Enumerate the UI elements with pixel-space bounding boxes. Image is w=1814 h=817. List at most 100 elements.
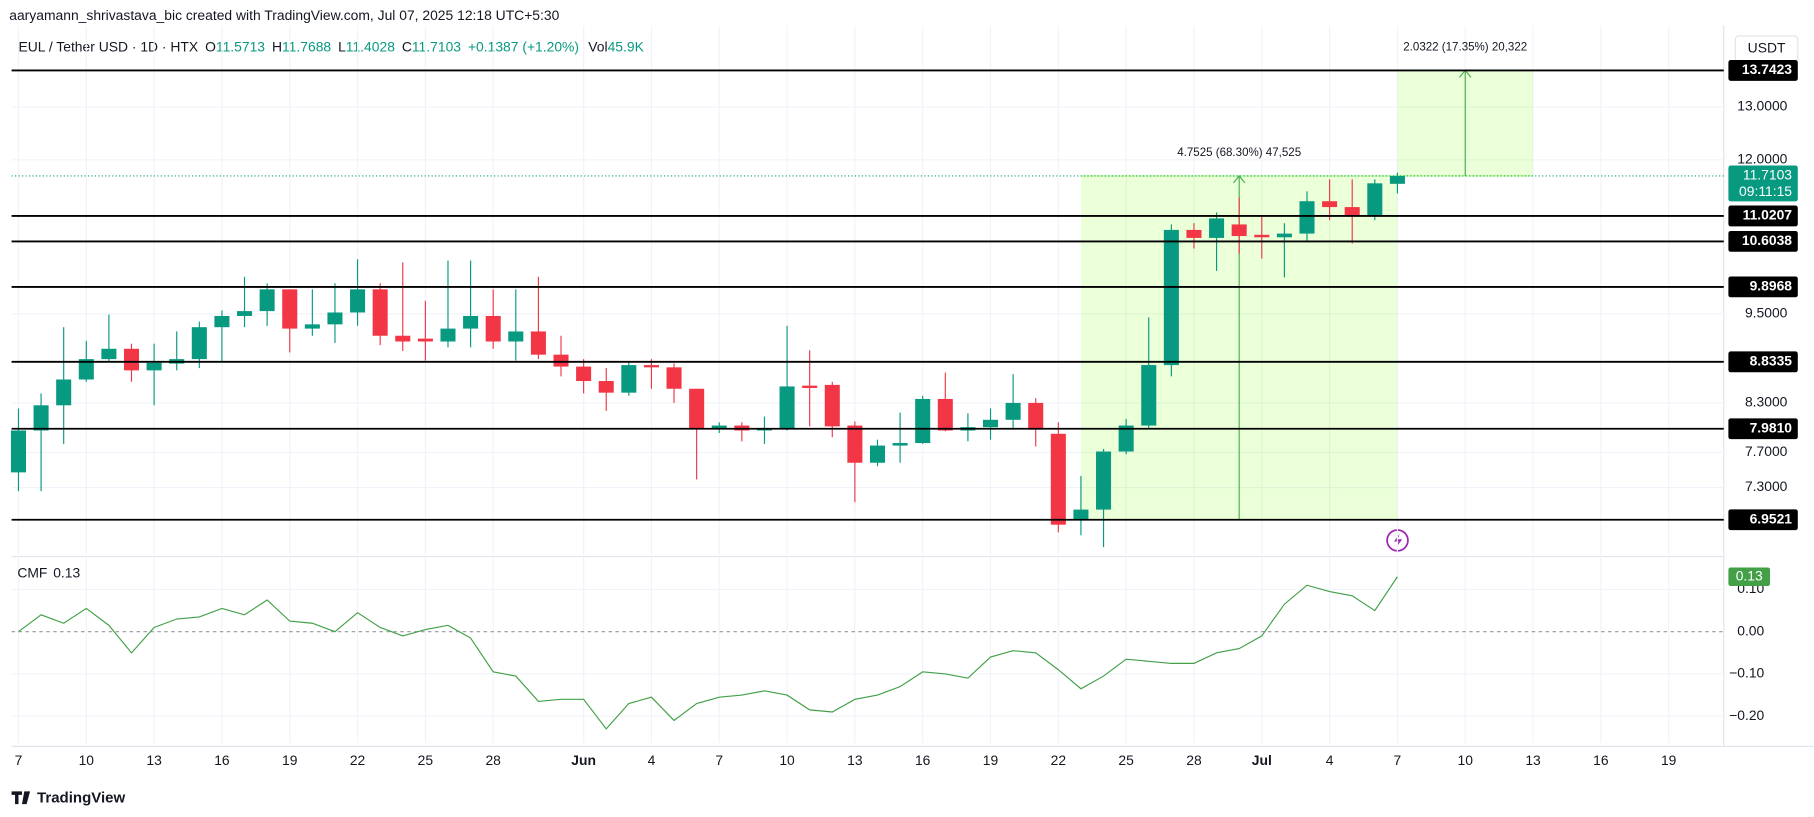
candle-body — [1050, 433, 1066, 525]
candle-body — [1231, 224, 1247, 237]
candle-body — [643, 365, 659, 368]
indicator-line — [18, 576, 1398, 730]
legend-value: 11.5713 — [216, 38, 265, 54]
candle-body — [10, 430, 26, 473]
candle-body — [1254, 234, 1270, 238]
candle-body — [802, 385, 818, 388]
x-tick-label: 28 — [1186, 752, 1202, 768]
x-tick-label: 13 — [1525, 752, 1541, 768]
candle-body — [1096, 451, 1112, 510]
x-tick-label: 7 — [15, 752, 23, 768]
indicator-name: CMF — [17, 565, 47, 581]
candle-body — [689, 388, 705, 429]
event-icon[interactable] — [1394, 533, 1403, 548]
candle-body — [485, 315, 501, 342]
candle-body — [1344, 207, 1360, 216]
candle-body — [892, 443, 908, 446]
x-tick-label: 13 — [146, 752, 162, 768]
candle-body — [621, 365, 637, 393]
candle-body — [304, 324, 320, 329]
x-tick-label: 10 — [779, 752, 795, 768]
level-label: 9.8968 — [1750, 278, 1793, 294]
x-tick-label: 13 — [847, 752, 863, 768]
candle-body — [282, 289, 298, 329]
x-tick-label: 28 — [485, 752, 501, 768]
candle-body — [101, 348, 117, 360]
x-tick-label: 4 — [1326, 752, 1334, 768]
candle-body — [78, 359, 94, 380]
candle-body — [417, 338, 433, 342]
candle-body — [1163, 229, 1179, 366]
candle-body — [508, 331, 524, 342]
currency[interactable]: USDT — [1748, 39, 1786, 55]
y-tick-label: −0.10 — [1729, 665, 1764, 681]
level-label: 8.8335 — [1750, 353, 1793, 369]
candle-body — [440, 328, 456, 342]
candle-body — [56, 379, 72, 406]
candle-body — [553, 354, 569, 367]
x-tick-label: Jul — [1252, 752, 1272, 768]
x-tick-label: 25 — [1118, 752, 1134, 768]
level-label: 11.0207 — [1743, 207, 1793, 223]
candle-body — [1118, 425, 1134, 452]
legend-label: C — [402, 38, 412, 54]
x-tick-label: 16 — [214, 752, 230, 768]
candle-body — [869, 445, 886, 463]
candle-body — [237, 311, 253, 316]
legend-label: O — [205, 38, 216, 54]
candle-body — [1186, 229, 1202, 238]
candle-body — [214, 315, 230, 328]
level-box — [1728, 205, 1798, 227]
x-tick-label: Jun — [571, 752, 596, 768]
x-tick-label: 10 — [1458, 752, 1474, 768]
y-tick-label: 9.5000 — [1745, 305, 1788, 321]
candle-body — [1322, 201, 1338, 208]
legend: EUL / Tether USD · 1D · HTX O11.5713 H11.7… — [19, 38, 645, 54]
level-box — [1728, 351, 1798, 373]
legend-label: L — [338, 38, 346, 54]
candle-body — [824, 384, 840, 427]
candle-body — [937, 398, 953, 431]
candle-body — [779, 386, 795, 429]
x-tick-label: 16 — [915, 752, 931, 768]
candle-body — [1073, 509, 1089, 520]
candle-body — [576, 366, 592, 382]
x-tick-label: 22 — [350, 752, 366, 768]
y-tick-label: 0.00 — [1737, 622, 1764, 638]
price-label: 11.7103 — [1743, 167, 1792, 183]
legend-value: 11.7103 — [412, 38, 461, 54]
candle-body — [915, 398, 931, 444]
level-label: 10.6038 — [1742, 232, 1792, 248]
level-label: 7.9810 — [1750, 419, 1793, 435]
y-tick-label: 7.7000 — [1745, 443, 1788, 459]
candle-body — [598, 381, 614, 393]
legend-value: 11.7688 — [282, 38, 331, 54]
y-tick-label: 13.0000 — [1737, 98, 1787, 114]
candle-body — [666, 367, 682, 389]
candle-body — [1389, 175, 1405, 184]
legend-value: 45.9K — [608, 38, 645, 54]
x-tick-label: 19 — [282, 752, 298, 768]
legend-change: +0.1387 (+1.20%) — [468, 38, 579, 54]
candle-body — [530, 331, 546, 355]
candle-body — [1276, 233, 1292, 238]
candle-body — [1367, 183, 1383, 216]
x-tick-label: 4 — [648, 752, 656, 768]
indicator-box — [1728, 567, 1771, 587]
y-tick-label: 7.3000 — [1745, 478, 1788, 494]
y-tick-label: −0.20 — [1729, 707, 1764, 723]
candle-body — [191, 327, 207, 360]
symbol: EUL / Tether USD · 1D · HTX — [19, 38, 199, 54]
candle-body — [327, 312, 343, 325]
candle-body — [33, 405, 49, 431]
candle-body — [711, 425, 727, 429]
measure-label: 4.7525 (68.30%) 47,525 — [1177, 147, 1301, 159]
measure-label: 2.0322 (17.35%) 20,322 — [1403, 41, 1527, 53]
level-box — [1728, 230, 1798, 252]
footer: TradingView — [37, 789, 125, 806]
legend-label: Vol — [588, 38, 607, 54]
x-tick-label: 19 — [1661, 752, 1677, 768]
